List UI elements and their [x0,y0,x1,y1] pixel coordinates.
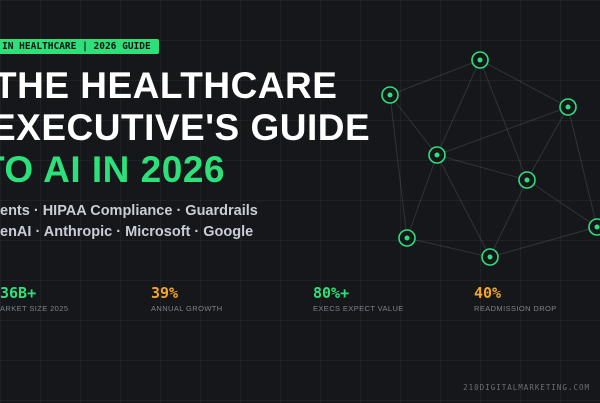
tag: IN HEALTHCARE | 2026 GUIDE [0,39,159,54]
title-line: EXECUTIVE'S GUIDE [0,107,371,148]
stat-label: EXECS EXPECT VALUE [313,304,404,313]
title-line: THE HEALTHCARE [0,65,338,106]
stat-value: 40% [474,284,502,302]
stat-value: 36B+ [0,284,37,302]
stat-label: ARKET SIZE 2025 [0,304,69,313]
title-line: TO AI IN 2026 [0,149,225,190]
footer-url: 210DIGITALMARKETING.COM [463,383,590,392]
topics-line: ents · HIPAA Compliance · Guardrails [0,203,258,219]
stat-label: ANNUAL GROWTH [151,304,223,313]
stat-value: 80%+ [313,284,350,302]
stat-label: READMISSION DROP [474,304,557,313]
stat-value: 39% [151,284,179,302]
topics-line: enAI · Anthropic · Microsoft · Google [0,224,254,240]
